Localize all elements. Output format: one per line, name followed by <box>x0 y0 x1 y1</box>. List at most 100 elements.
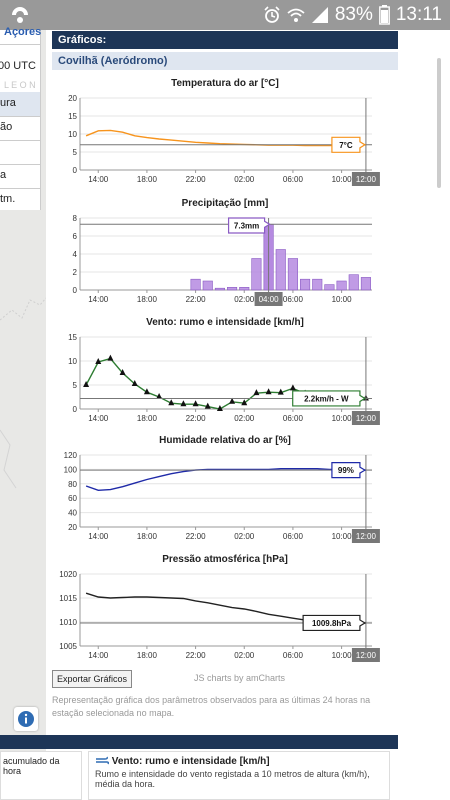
x-tick-label: 18:00 <box>137 295 158 304</box>
x-tick-label: 22:00 <box>186 175 207 184</box>
list-item-temperatura[interactable]: ura <box>0 97 16 109</box>
humidity-chart[interactable]: 20 40 60 80 100 120 14:00 18:00 22:00 02:00 06:00 1… <box>52 449 398 549</box>
left-sidebar-card: Açores 00 UTC L E O N ura ão a tm. <box>0 26 41 210</box>
x-tick-label: 10:00 <box>332 295 353 304</box>
wind-arrow-point <box>192 400 199 407</box>
x-tick-label: 10:00 <box>332 175 353 184</box>
value-balloon <box>331 462 367 479</box>
bar <box>214 287 225 291</box>
info-icon <box>18 711 34 727</box>
bar <box>202 280 213 291</box>
bar <box>336 280 347 291</box>
scrollbar-thumb[interactable] <box>437 58 441 188</box>
charts-description: Representação gráfica dos parâmetros obs… <box>52 695 371 718</box>
cursor-label-box <box>351 411 380 425</box>
legend-wind-title: Vento: rumo e intensidade [km/h] <box>111 756 270 767</box>
y-tick-label: 10 <box>68 357 77 366</box>
x-tick-label: 10:00 <box>332 414 353 423</box>
y-tick-label: 0 <box>73 166 78 175</box>
y-tick-label: 120 <box>64 451 78 460</box>
y-tick-label: 60 <box>68 494 77 503</box>
info-button[interactable] <box>14 707 38 731</box>
x-tick-label: 22:00 <box>186 414 207 423</box>
cursor-label: 12:00 <box>356 532 377 541</box>
x-tick-label: 22:00 <box>186 295 207 304</box>
y-tick-label: 100 <box>64 465 78 474</box>
series-line <box>85 129 366 147</box>
signal-icon <box>311 7 328 23</box>
value-balloon <box>227 217 271 234</box>
y-tick-label: 5 <box>73 381 78 390</box>
bar <box>360 277 371 291</box>
y-tick-label: 20 <box>68 94 77 103</box>
value-balloon-text: 7°C <box>339 141 353 150</box>
alarm-icon <box>264 6 280 23</box>
section-header: Gráficos: <box>52 31 398 49</box>
chart-title-wind: Vento: rumo e intensidade [km/h] <box>146 317 304 328</box>
temperature-chart[interactable]: 0 5 10 15 20 14:00 18:00 22:00 02:00 06:00 10:00 12… <box>52 92 398 192</box>
bar <box>239 287 250 291</box>
y-tick-label: 0 <box>73 405 78 414</box>
x-tick-label: 02:00 <box>234 532 255 541</box>
wifi-icon <box>287 8 305 22</box>
x-tick-label: 06:00 <box>283 295 304 304</box>
bar <box>287 258 298 291</box>
tab-acores[interactable]: Açores <box>4 26 42 38</box>
bottom-header-bar <box>0 735 398 749</box>
legend-left-text: acumulado da hora <box>3 756 60 776</box>
value-balloon <box>331 136 367 153</box>
x-tick-label: 14:00 <box>88 651 109 660</box>
value-balloon <box>302 614 367 632</box>
legend-card-left: acumulado da hora <box>0 751 82 800</box>
y-tick-label: 1015 <box>59 594 77 603</box>
wind-icon <box>96 757 110 765</box>
wind-arrow-point <box>180 400 187 407</box>
cursor-label: 12:00 <box>356 651 377 660</box>
right-panel <box>404 30 450 800</box>
pressure-chart[interactable]: 1005 1010 1015 1020 14:00 18:00 22:00 02:00 06:0… <box>52 568 398 668</box>
x-tick-label: 18:00 <box>137 414 158 423</box>
x-tick-label: 14:00 <box>88 295 109 304</box>
chart-title-precipitation: Precipitação [mm] <box>181 198 269 209</box>
precipitation-chart[interactable]: 0 2 4 6 8 14:00 18:00 22:00 02:00 06:00 10:00 04:00… <box>52 212 398 312</box>
x-tick-label: 02:00 <box>234 295 255 304</box>
cursor-label: 04:00 <box>259 295 280 304</box>
clock-time: 13:11 <box>395 4 442 25</box>
x-tick-label: 22:00 <box>186 651 207 660</box>
x-tick-label: 22:00 <box>186 532 207 541</box>
y-tick-label: 4 <box>73 250 78 259</box>
y-tick-label: 2 <box>73 268 78 277</box>
bar <box>251 258 262 291</box>
wind-arrow-point <box>253 389 260 396</box>
map-outline <box>0 297 46 489</box>
app-notification-icon <box>12 7 28 23</box>
list-item-humidade[interactable]: a <box>0 169 7 181</box>
wind-arrow-point <box>156 393 163 399</box>
chart-title-pressure: Pressão atmosférica [hPa] <box>162 554 288 565</box>
y-tick-label: 10 <box>68 130 77 139</box>
list-item-precipitacao[interactable]: ão <box>0 121 13 133</box>
cursor-label: 12:00 <box>356 414 377 423</box>
y-tick-label: 8 <box>73 214 78 223</box>
y-tick-label: 20 <box>68 523 77 532</box>
x-tick-label: 10:00 <box>332 651 353 660</box>
cursor-label: 12:00 <box>356 175 377 184</box>
time-select[interactable]: 00 UTC <box>0 60 36 72</box>
wind-chart[interactable]: 0 5 10 15 14:00 18:00 22:00 02:00 06:00 10:00 12:0… <box>52 331 398 431</box>
wind-arrow-point <box>107 354 114 361</box>
export-charts-button[interactable]: Exportar Gráficos <box>52 670 133 688</box>
y-tick-label: 1010 <box>59 618 77 627</box>
value-balloon-text: 7.3mm <box>234 222 259 231</box>
wind-arrow-point <box>289 384 296 391</box>
amcharts-link[interactable]: JS charts by amCharts <box>194 673 286 683</box>
y-tick-label: 15 <box>68 112 77 121</box>
x-tick-label: 06:00 <box>283 651 304 660</box>
legend-card-wind: Vento: rumo e intensidade [km/h] Rumo e … <box>88 751 390 800</box>
value-balloon-text: 1009.8hPa <box>312 619 352 628</box>
y-tick-label: 5 <box>73 148 78 157</box>
list-item-pressao[interactable]: tm. <box>0 193 16 205</box>
status-bar: 83% 13:11 <box>0 0 450 30</box>
series-line <box>85 468 366 492</box>
wind-arrow-point <box>241 399 248 406</box>
value-balloon-text: 2.2km/h - W <box>304 394 349 403</box>
